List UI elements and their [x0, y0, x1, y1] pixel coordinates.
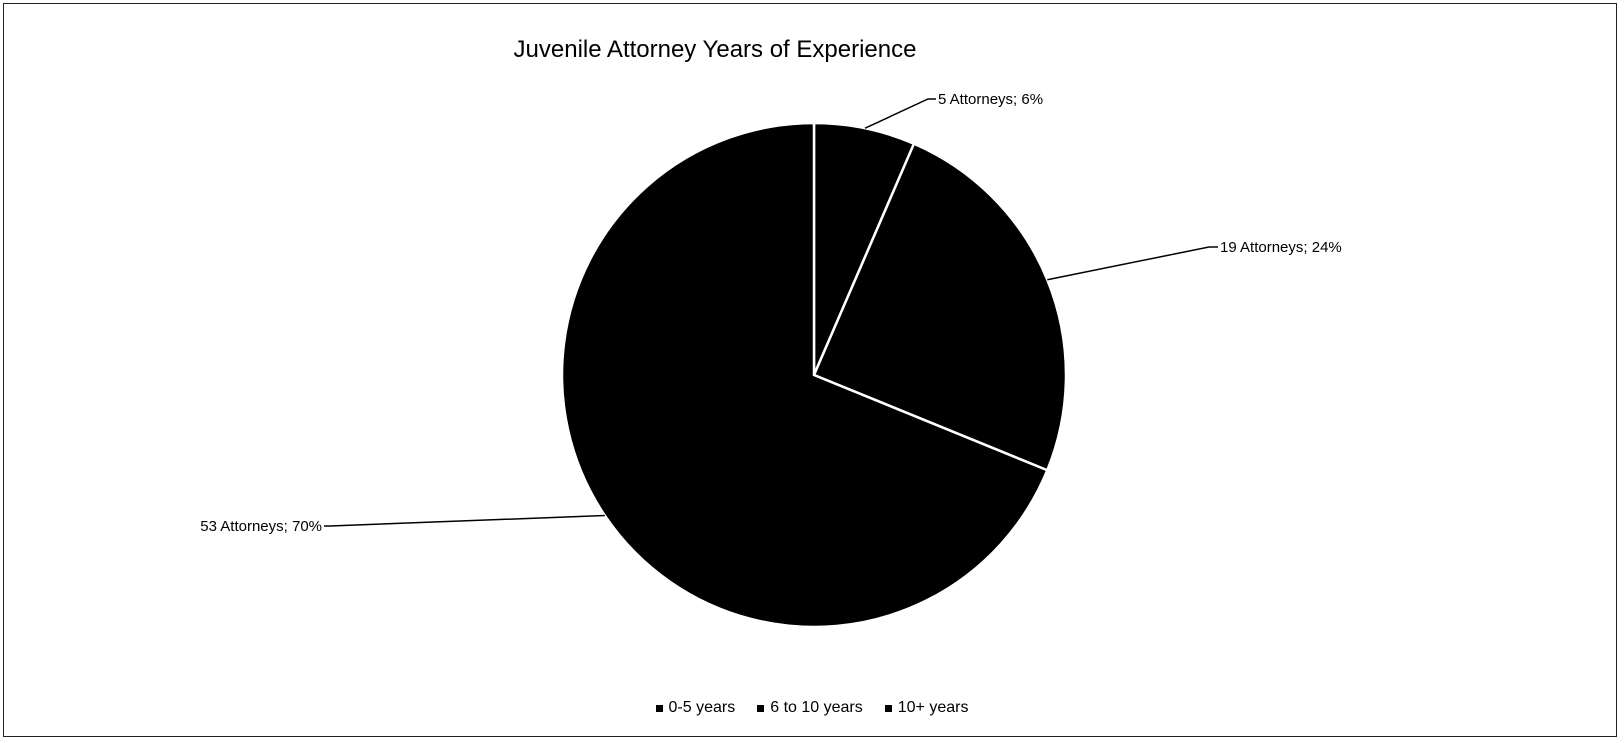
legend-label-1: 0-5 years — [668, 699, 736, 716]
chart-legend: 0-5 years 6 to 10 years 10+ years — [0, 699, 1624, 717]
data-label-3: 53 Attorneys; 70% — [200, 518, 322, 535]
data-label-1: 5 Attorneys; 6% — [938, 91, 1043, 108]
chart-frame — [3, 3, 1617, 737]
data-label-2: 19 Attorneys; 24% — [1220, 239, 1342, 256]
legend-label-3: 10+ years — [897, 699, 969, 716]
legend-swatch-3 — [884, 704, 892, 712]
legend-item-1: 0-5 years — [655, 699, 736, 717]
leader-line-1 — [864, 98, 936, 129]
legend-swatch-2 — [757, 704, 765, 712]
legend-item-3: 10+ years — [884, 699, 969, 717]
legend-item-2: 6 to 10 years — [757, 699, 863, 717]
legend-label-2: 6 to 10 years — [770, 699, 863, 716]
leader-line-3 — [324, 514, 605, 527]
leader-line-2 — [1047, 246, 1218, 281]
chart-title: Juvenile Attorney Years of Experience — [513, 36, 917, 63]
pie-slice-3 — [560, 121, 1049, 629]
legend-swatch-1 — [655, 704, 663, 712]
